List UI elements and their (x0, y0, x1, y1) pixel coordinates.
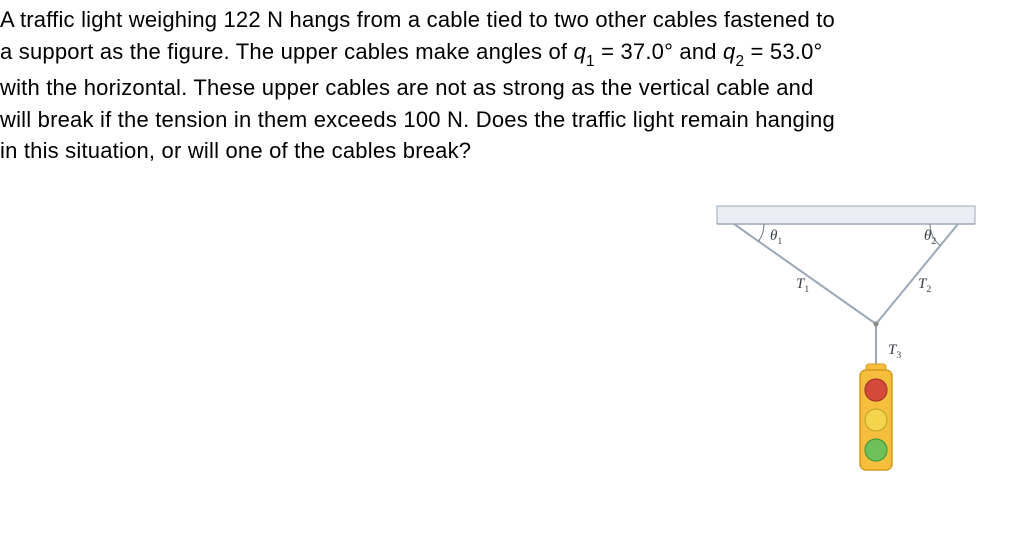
text-fragment: a support as the figure. The upper cable… (0, 39, 574, 64)
text-fragment: . Does the traffic light remain hanging (463, 107, 835, 132)
text-fragment: A traffic light weighing (0, 7, 224, 32)
theta1-label: θ1 (770, 228, 782, 247)
problem-statement: A traffic light weighing 122 N hangs fro… (0, 0, 1014, 167)
text-fragment: hangs from a cable tied to two other cab… (283, 7, 835, 32)
subscript-1: 1 (586, 53, 595, 70)
text-line5: in this situation, or will one of the ca… (0, 138, 471, 163)
red-light-icon (865, 379, 887, 401)
green-light-icon (865, 439, 887, 461)
text-and: and (673, 39, 723, 64)
text-line3: with the horizontal. These upper cables … (0, 75, 814, 100)
yellow-light-icon (865, 409, 887, 431)
traffic-light-diagram: θ1 θ2 T1 T2 T3 (712, 196, 992, 526)
equals: = (595, 39, 621, 64)
cable-t1 (734, 224, 876, 324)
t1-label: T1 (796, 276, 809, 295)
subscript-2: 2 (735, 53, 744, 70)
support-bar (717, 206, 975, 224)
diagram-svg: θ1 θ2 T1 T2 T3 (712, 196, 992, 526)
cable-knot (874, 322, 879, 327)
angle2-value: 53.0° (770, 39, 823, 64)
theta1-arc (759, 224, 764, 241)
t2-label: T2 (918, 276, 931, 295)
equals: = (744, 39, 770, 64)
variable-q2: q (723, 39, 735, 64)
cable-t2 (876, 224, 958, 324)
variable-q1: q (574, 39, 586, 64)
break-tension-value: 100 N (403, 107, 463, 132)
text-fragment: will break if the tension in them exceed… (0, 107, 403, 132)
theta2-label: θ2 (924, 228, 936, 247)
angle1-value: 37.0° (620, 39, 673, 64)
weight-value: 122 N (224, 7, 284, 32)
t3-label: T3 (888, 342, 901, 361)
